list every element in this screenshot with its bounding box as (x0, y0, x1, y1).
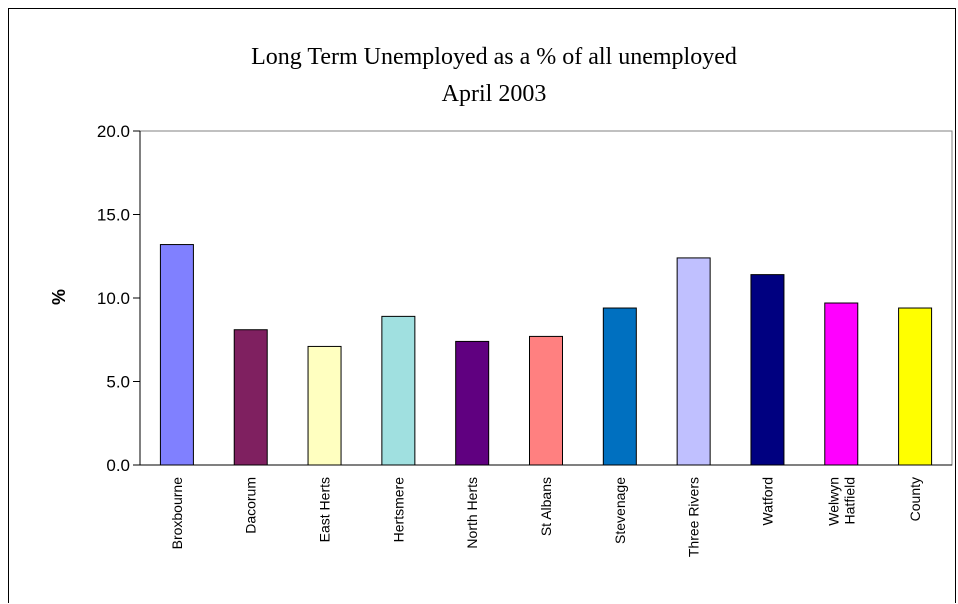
bar (381, 315, 416, 466)
bar (233, 329, 268, 466)
bar (898, 307, 933, 466)
y-tick-label: 0.0 (106, 456, 130, 475)
x-category-label: East Herts (317, 477, 333, 542)
x-category-label: Hertsmere (390, 477, 406, 543)
bar (455, 340, 490, 466)
x-category-label: Stevenage (612, 477, 628, 544)
x-category-label: Hatfield (841, 477, 857, 524)
y-tick-label: 15.0 (97, 206, 130, 225)
y-tick-label: 5.0 (106, 373, 130, 392)
x-category-label: North Herts (464, 477, 480, 549)
bar (159, 244, 194, 466)
x-category-label: County (907, 477, 923, 521)
bar (529, 335, 563, 466)
chart-frame: Long Term Unemployed as a % of all unemp… (8, 8, 956, 603)
bar (824, 302, 859, 466)
bar (602, 307, 637, 466)
bar-chart: Long Term Unemployed as a % of all unemp… (49, 44, 953, 557)
y-axis-label: % (49, 289, 69, 305)
y-tick-label: 20.0 (97, 122, 130, 141)
x-category-label: Three Rivers (686, 477, 702, 557)
bar (307, 345, 342, 466)
chart-title: Long Term Unemployed as a % of all unemp… (251, 44, 737, 70)
x-category-label: Welwyn (825, 477, 841, 526)
bar (750, 274, 785, 466)
y-tick-label: 10.0 (97, 289, 130, 308)
bar (676, 257, 711, 466)
x-category-label: St Albans (538, 477, 554, 536)
chart-subtitle: April 2003 (442, 81, 547, 107)
x-category-label: Broxbourne (169, 477, 185, 550)
x-category-label: Dacorum (243, 477, 259, 534)
x-category-label: Watford (759, 477, 775, 526)
